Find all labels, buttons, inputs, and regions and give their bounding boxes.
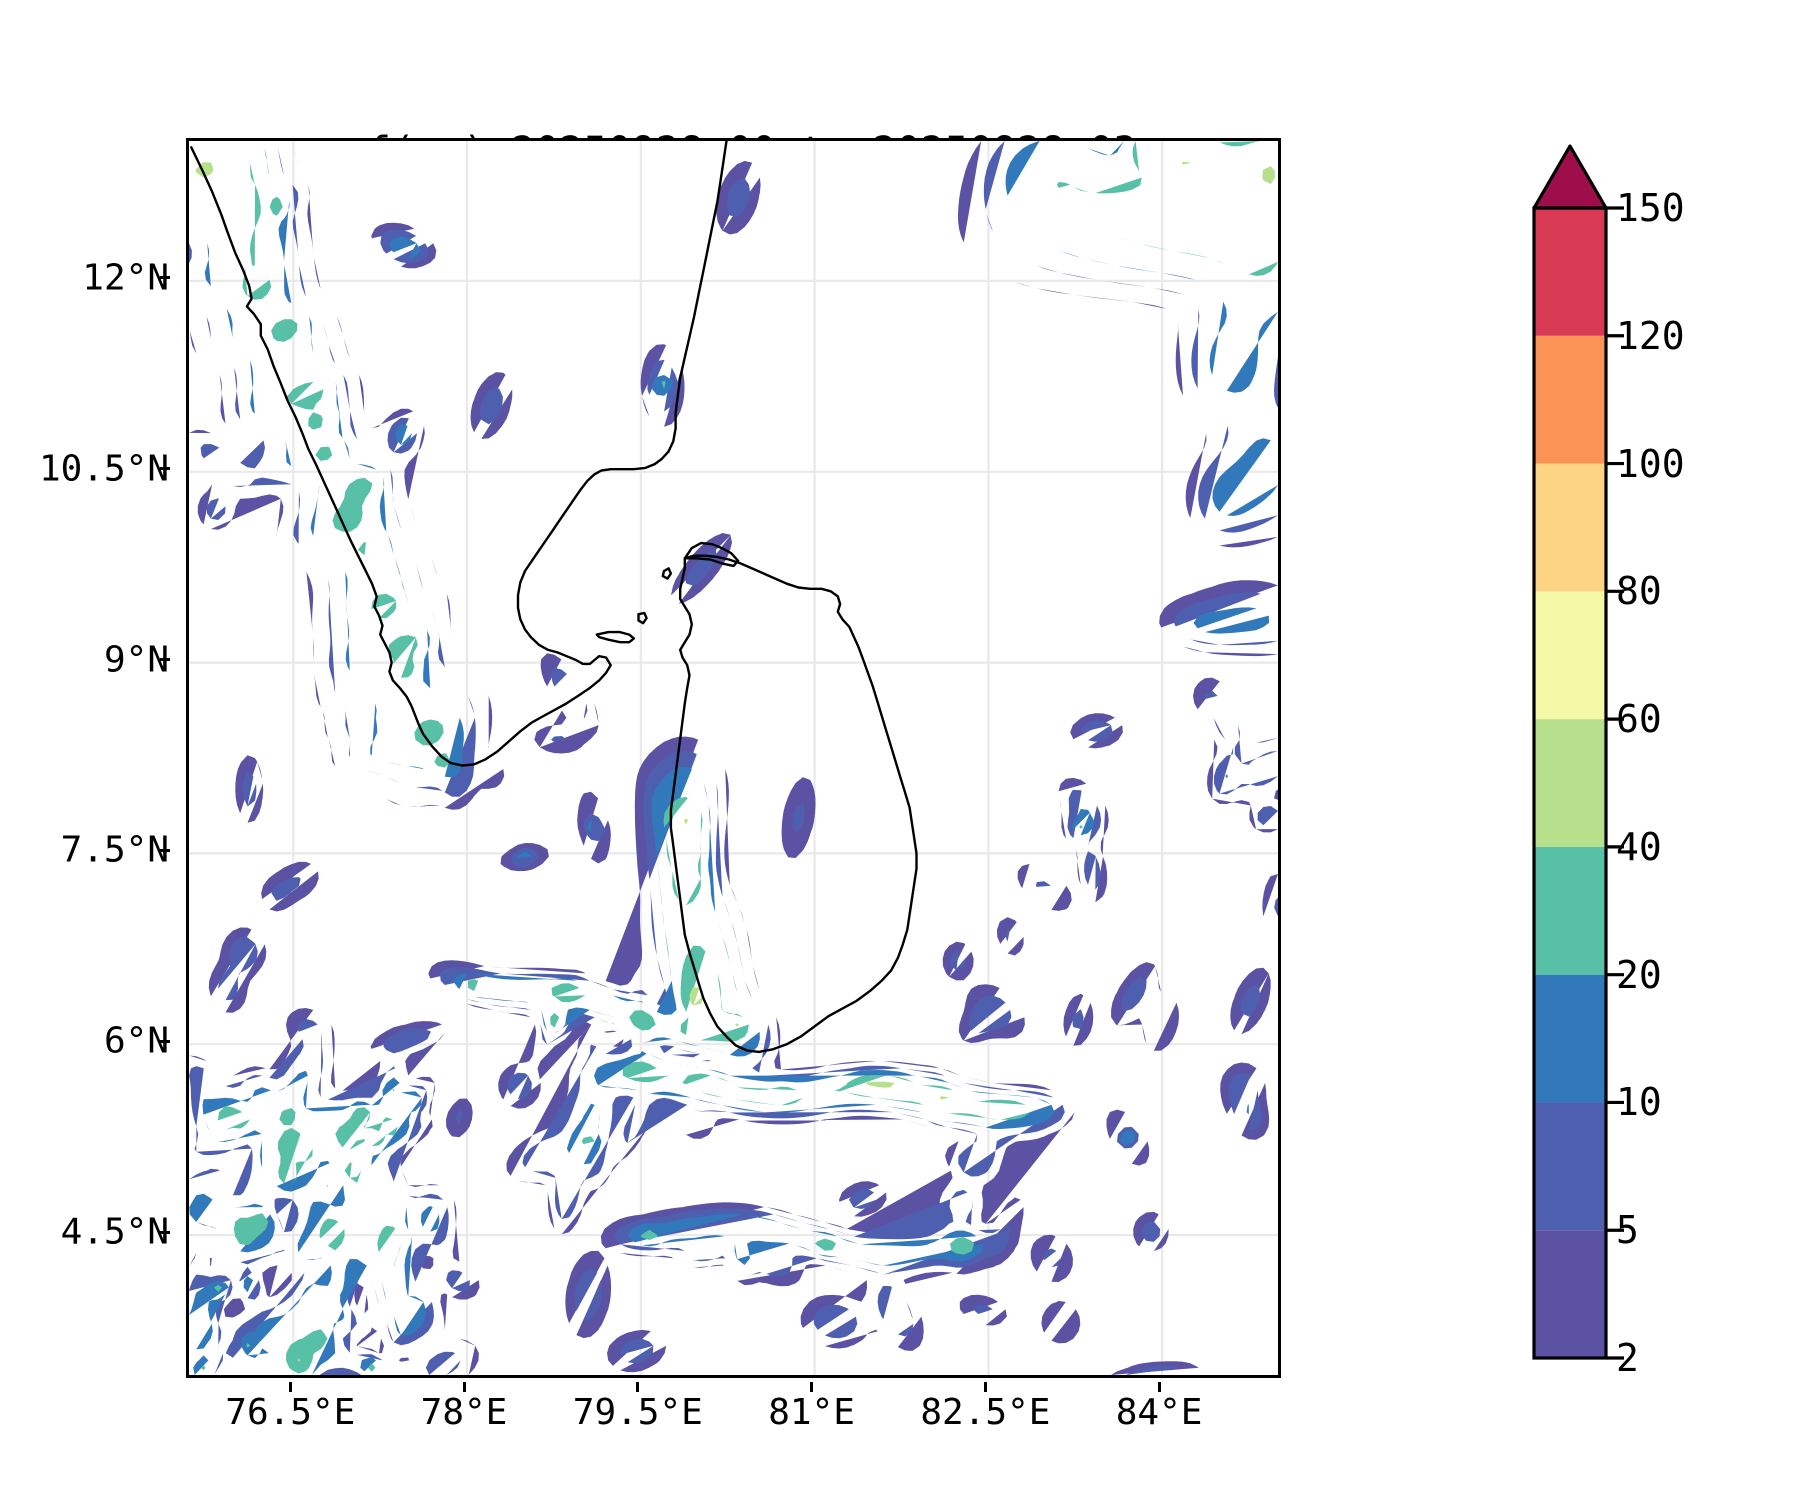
colorbar[interactable]: 2 5 10 20 40 60 80 100 120 150 xyxy=(1520,130,1790,1380)
y-tick-mark xyxy=(160,1039,170,1043)
y-tick-mark xyxy=(160,1230,170,1234)
y-tick-mark xyxy=(160,658,170,662)
colorbar-tick-label: 80 xyxy=(1616,569,1662,614)
x-tick-label: 79.5°E xyxy=(572,1392,703,1433)
x-axis-tick-labels: 76.5°E 78°E 79.5°E 81°E 82.5°E 84°E xyxy=(186,1382,1281,1452)
colorbar-bin xyxy=(1534,208,1606,336)
coastline-path xyxy=(637,611,648,625)
colorbar-bin xyxy=(1534,1102,1606,1231)
colorbar-bin xyxy=(1534,974,1606,1103)
y-tick-label: 10.5°N xyxy=(38,448,169,490)
y-tick-mark xyxy=(160,467,170,471)
x-tick-mark xyxy=(810,1382,814,1392)
colorbar-bin xyxy=(1534,335,1606,464)
colorbar-tick-label: 20 xyxy=(1616,952,1662,997)
y-tick-mark xyxy=(160,848,170,852)
colorbar-bin xyxy=(1534,719,1606,847)
colorbar-tick-label: 60 xyxy=(1616,697,1662,742)
rainfall-map xyxy=(189,141,1278,1375)
coastline-path xyxy=(595,630,636,644)
colorbar-bin xyxy=(1534,1230,1606,1358)
colorbar-tick-label: 100 xyxy=(1616,441,1685,486)
x-tick-mark xyxy=(288,1382,292,1392)
x-tick-mark xyxy=(636,1382,640,1392)
colorbar-outline xyxy=(1532,206,1608,1360)
y-tick-label: 7.5°N xyxy=(60,829,169,871)
coastline-path xyxy=(661,567,673,580)
colorbar-tick-label: 40 xyxy=(1616,824,1662,869)
y-axis-tick-labels: 4.5°N 6°N 7.5°N 9°N 10.5°N 12°N xyxy=(0,138,170,1378)
colorbar-swatches xyxy=(1532,144,1624,1360)
map-axes-panel[interactable] xyxy=(186,138,1281,1378)
map-gridlines xyxy=(189,141,1278,1375)
colorbar-tick-label: 150 xyxy=(1616,186,1685,230)
colorbar-bin xyxy=(1534,591,1606,720)
y-tick-label: 12°N xyxy=(82,257,169,299)
y-tick-label: 6°N xyxy=(103,1020,169,1062)
x-tick-label: 78°E xyxy=(420,1392,508,1433)
x-tick-mark xyxy=(983,1382,987,1392)
x-tick-label: 76.5°E xyxy=(225,1392,356,1433)
x-tick-label: 82.5°E xyxy=(920,1392,1051,1433)
y-tick-label: 9°N xyxy=(103,639,169,681)
colorbar-bin xyxy=(1534,846,1606,975)
map-background xyxy=(189,141,1278,1375)
colorbar-extend-arrow xyxy=(1532,144,1608,210)
colorbar-tick-label: 120 xyxy=(1616,313,1685,358)
x-tick-mark xyxy=(462,1382,466,1392)
coastline-layer xyxy=(190,141,918,1054)
x-tick-mark xyxy=(1157,1382,1161,1392)
colorbar-tick-label: 10 xyxy=(1616,1080,1662,1125)
coastline-path xyxy=(683,541,740,568)
x-tick-label: 81°E xyxy=(768,1392,855,1433)
colorbar-tick-label: 2 xyxy=(1616,1336,1639,1380)
coastline-path xyxy=(669,554,918,1054)
colorbar-tick-label: 5 xyxy=(1616,1208,1639,1253)
x-tick-label: 84°E xyxy=(1115,1392,1203,1433)
y-tick-label: 4.5°N xyxy=(60,1211,169,1253)
y-tick-mark xyxy=(160,276,170,280)
colorbar-bin xyxy=(1534,463,1606,592)
coastline-path xyxy=(190,141,728,767)
